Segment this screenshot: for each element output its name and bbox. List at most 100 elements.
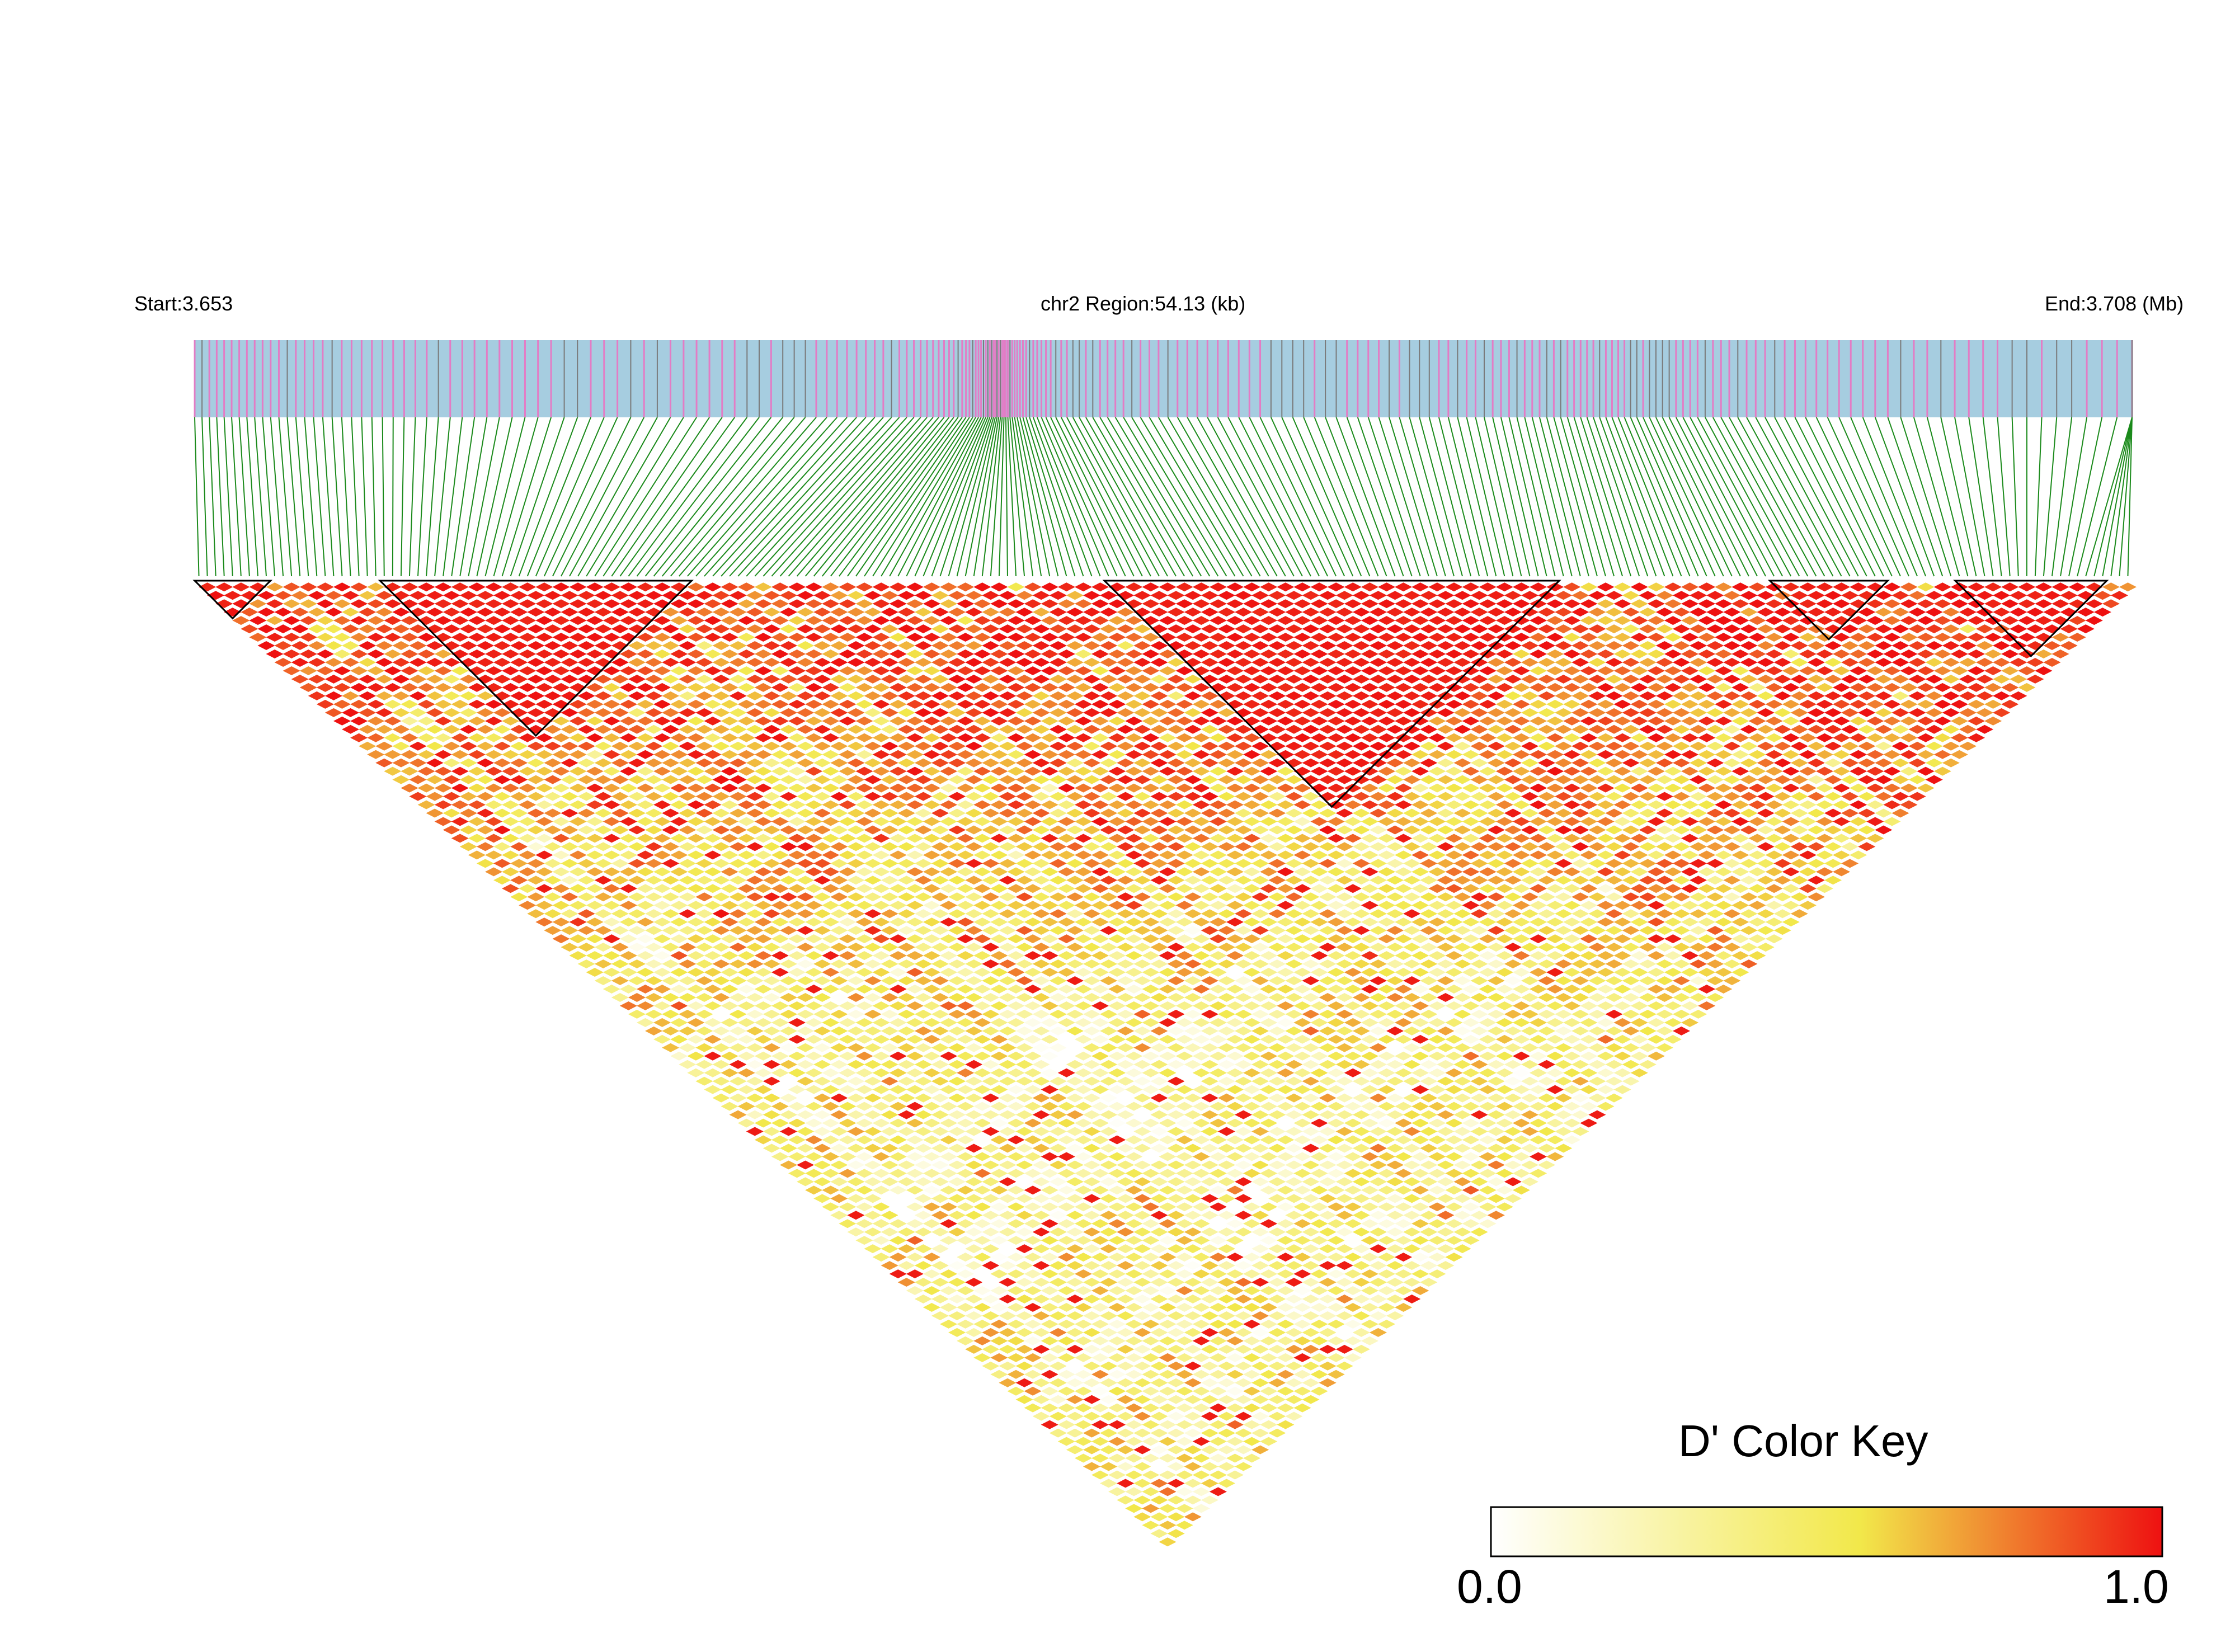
ld-cell bbox=[1041, 750, 1058, 759]
ld-cell bbox=[1226, 968, 1244, 977]
ld-cell bbox=[914, 1110, 932, 1119]
ld-cell bbox=[872, 1202, 890, 1212]
ld-cell bbox=[948, 808, 966, 818]
ld-cell bbox=[417, 666, 435, 675]
ld-cell bbox=[1032, 842, 1050, 851]
ld-cell bbox=[839, 1219, 857, 1229]
ld-cell bbox=[662, 792, 680, 801]
ld-cell bbox=[1066, 724, 1084, 734]
connector-line bbox=[2119, 417, 2133, 577]
ld-cell bbox=[1327, 1369, 1345, 1379]
ld-cell bbox=[729, 825, 747, 835]
ld-cell bbox=[1184, 792, 1202, 801]
ld-cell bbox=[1369, 1261, 1387, 1270]
ld-cell bbox=[746, 658, 764, 667]
ld-cell bbox=[864, 691, 882, 700]
ld-cell bbox=[1192, 766, 1210, 776]
ld-cell bbox=[1310, 917, 1328, 927]
ld-cell bbox=[679, 641, 697, 651]
ld-cell bbox=[577, 892, 595, 902]
ld-cell bbox=[1495, 1051, 1513, 1061]
ld-cell bbox=[805, 1118, 823, 1128]
ld-cell bbox=[628, 758, 646, 768]
ld-cell bbox=[695, 758, 713, 768]
connector-line bbox=[1270, 417, 1345, 577]
ld-cell bbox=[670, 901, 688, 910]
ld-cell bbox=[771, 599, 789, 609]
ld-cell bbox=[569, 649, 587, 659]
ld-cell bbox=[519, 733, 537, 742]
ld-cell bbox=[1209, 884, 1227, 893]
ld-cell bbox=[1024, 1253, 1042, 1262]
ld-cell bbox=[1285, 892, 1303, 902]
ld-cell bbox=[1285, 1278, 1303, 1287]
ld-cell bbox=[1234, 1143, 1253, 1153]
ld-cell bbox=[561, 741, 578, 751]
ld-cell bbox=[628, 892, 646, 902]
ld-cell bbox=[1175, 1202, 1193, 1212]
ld-cell bbox=[1108, 800, 1126, 809]
ld-cell bbox=[1117, 658, 1135, 667]
ld-cell bbox=[1243, 1303, 1261, 1312]
ld-cell bbox=[1335, 1244, 1353, 1254]
ld-cell bbox=[1285, 1344, 1303, 1354]
ld-cell bbox=[409, 758, 427, 768]
ld-cell bbox=[872, 800, 890, 809]
ld-cell bbox=[864, 842, 882, 851]
ld-cell bbox=[771, 800, 789, 809]
ld-cell bbox=[1007, 750, 1025, 759]
ld-cell bbox=[653, 750, 671, 759]
ld-cell bbox=[1066, 1127, 1084, 1136]
ld-cell bbox=[1420, 1143, 1438, 1153]
ld-cell bbox=[957, 884, 975, 893]
ld-cell bbox=[1453, 1227, 1471, 1237]
ld-cell bbox=[1512, 1152, 1530, 1161]
ld-cell bbox=[1117, 758, 1135, 768]
ld-cell bbox=[982, 691, 1000, 700]
ld-cell bbox=[864, 909, 882, 919]
ld-cell bbox=[1201, 1110, 1218, 1119]
ld-cell bbox=[830, 1026, 848, 1036]
ld-cell bbox=[1091, 1286, 1109, 1296]
ld-cell bbox=[392, 624, 410, 634]
ld-cell bbox=[552, 800, 570, 809]
ld-cell bbox=[855, 917, 873, 927]
ld-cell bbox=[476, 674, 495, 684]
connector-line bbox=[872, 417, 973, 577]
ld-cell bbox=[1462, 1185, 1480, 1195]
ld-cell bbox=[1015, 724, 1033, 734]
ld-cell bbox=[973, 1303, 991, 1312]
ld-cell bbox=[704, 666, 722, 675]
ld-cell bbox=[839, 783, 857, 793]
ld-cell bbox=[872, 616, 890, 625]
ld-cell bbox=[1268, 1411, 1286, 1421]
ld-cell bbox=[1142, 934, 1160, 944]
ld-cell bbox=[1125, 934, 1143, 944]
ld-cell bbox=[1024, 783, 1042, 793]
ld-cell bbox=[1015, 674, 1033, 684]
ld-cell bbox=[897, 842, 915, 851]
ld-cell bbox=[519, 699, 537, 709]
ld-cell bbox=[1049, 775, 1067, 784]
ld-cell bbox=[1049, 976, 1067, 985]
ld-cell bbox=[266, 599, 284, 609]
connector-line bbox=[361, 417, 368, 577]
connector-line bbox=[729, 417, 876, 577]
connector-line bbox=[1014, 417, 1042, 577]
ld-cell bbox=[1327, 1085, 1345, 1094]
ld-cell bbox=[1395, 1219, 1413, 1229]
ld-cell bbox=[906, 683, 924, 692]
ld-cell bbox=[830, 591, 848, 600]
ld-cell bbox=[1251, 1445, 1269, 1455]
ld-cell bbox=[1201, 1143, 1218, 1153]
ld-cell bbox=[1285, 1211, 1303, 1220]
ld-cell bbox=[577, 825, 595, 835]
ld-cell bbox=[1201, 808, 1218, 818]
ld-cell bbox=[1209, 917, 1227, 927]
ld-cell bbox=[1268, 1177, 1286, 1187]
ld-cell bbox=[1175, 783, 1193, 793]
ld-cell bbox=[502, 834, 520, 843]
ld-cell bbox=[476, 641, 495, 651]
ld-cell bbox=[1251, 1244, 1269, 1254]
ld-cell bbox=[1007, 1236, 1025, 1245]
